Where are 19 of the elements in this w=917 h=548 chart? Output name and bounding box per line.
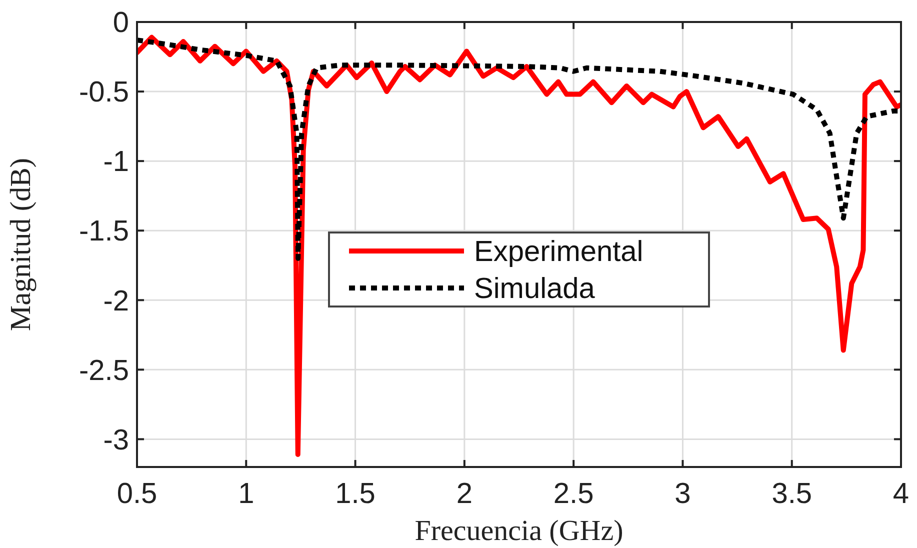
y-tick-label: -2.5 bbox=[79, 354, 129, 387]
y-tick-label: -2 bbox=[103, 285, 129, 318]
x-tick-label: 0.5 bbox=[116, 478, 158, 510]
y-tick-label: 0 bbox=[112, 7, 129, 40]
y-tick-label: -1 bbox=[103, 146, 129, 178]
x-tick-label: 4 bbox=[892, 478, 910, 510]
x-tick-label: 1 bbox=[238, 478, 254, 510]
y-axis-title: Magnitud (dB) bbox=[5, 158, 37, 332]
y-tick-label: -3 bbox=[103, 424, 129, 456]
y-tick-label: -0.5 bbox=[79, 76, 129, 109]
x-tick-label: 3 bbox=[674, 478, 691, 510]
x-tick-label: 3.5 bbox=[772, 478, 812, 510]
x-tick-label: 2 bbox=[456, 478, 472, 510]
x-axis-title: Frecuencia (GHz) bbox=[414, 515, 624, 547]
x-tick-label: 1.5 bbox=[335, 478, 376, 510]
x-tick-label: 2.5 bbox=[553, 478, 594, 510]
y-tick-label: -1.5 bbox=[79, 216, 129, 248]
legend-label: Experimental bbox=[474, 236, 644, 268]
legend-label: Simulada bbox=[474, 273, 596, 306]
